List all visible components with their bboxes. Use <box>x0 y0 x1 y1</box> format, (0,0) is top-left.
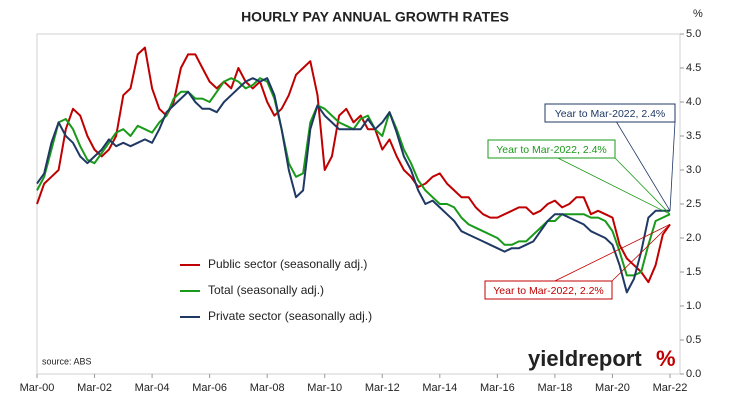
chart-title: HOURLY PAY ANNUAL GROWTH RATES <box>241 9 509 25</box>
x-tick-label: Mar-00 <box>20 382 55 394</box>
series-line <box>36 77 670 294</box>
y-tick-label: 3.0 <box>686 164 701 176</box>
y-tick-label: 1.0 <box>686 300 701 312</box>
annotation-leader <box>616 121 671 212</box>
annotation-box <box>487 139 616 159</box>
y-tick-label: 2.5 <box>686 198 701 210</box>
x-tick-label: Mar-18 <box>537 382 572 394</box>
annotation-leader <box>554 224 671 282</box>
x-tick-label: Mar-16 <box>480 382 515 394</box>
x-tick-label: Mar-14 <box>422 382 457 394</box>
y-tick-label: 0.5 <box>686 334 701 346</box>
y-tick-label: 4.0 <box>686 96 701 108</box>
y-tick-label: 2.0 <box>686 232 701 244</box>
annotation-box <box>544 103 676 123</box>
annotation-leader <box>611 224 671 282</box>
series-line <box>36 46 671 284</box>
x-tick-label: Mar-04 <box>135 382 170 394</box>
x-tick-label: Mar-02 <box>77 382 112 394</box>
y-tick-label: 3.5 <box>686 130 701 142</box>
annotation-text: Year to Mar-2022, 2.4% <box>555 108 666 120</box>
annotation-leader <box>669 121 676 211</box>
annotation-text: Year to Mar-2022, 2.4% <box>496 144 607 156</box>
legend-label: Public sector (seasonally adj.) <box>208 257 367 271</box>
logo: yieldreport <box>528 346 642 371</box>
annotation-box <box>484 280 613 300</box>
x-tick-label: Mar-12 <box>365 382 400 394</box>
x-tick-label: Mar-08 <box>250 382 285 394</box>
y-tick-label: 5.0 <box>686 28 701 40</box>
annotation-leader <box>557 157 671 215</box>
logo-mark: % <box>656 346 676 371</box>
x-tick-label: Mar-06 <box>192 382 227 394</box>
y-tick-label: 0.0 <box>686 368 701 380</box>
annotation-text: Year to Mar-2022, 2.2% <box>493 285 604 297</box>
x-tick-label: Mar-10 <box>307 382 342 394</box>
annotation-leader <box>614 157 671 215</box>
legend-label: Private sector (seasonally adj.) <box>208 309 372 323</box>
x-tick-label: Mar-22 <box>653 382 688 394</box>
y-unit: % <box>693 8 703 20</box>
x-tick-label: Mar-20 <box>595 382 630 394</box>
source: source: ABS <box>42 356 92 366</box>
y-tick-label: 1.5 <box>686 266 701 278</box>
y-tick-label: 4.5 <box>686 62 701 74</box>
legend-label: Total (seasonally adj.) <box>208 283 324 297</box>
